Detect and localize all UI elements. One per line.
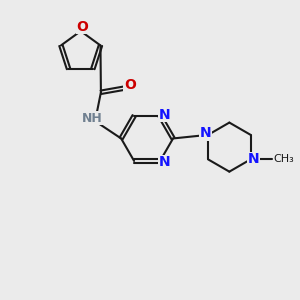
Text: N: N: [248, 152, 259, 167]
Text: N: N: [159, 155, 170, 170]
Text: N: N: [200, 126, 211, 140]
Text: NH: NH: [82, 112, 103, 125]
Text: CH₃: CH₃: [274, 154, 294, 164]
Text: N: N: [159, 107, 170, 122]
Text: O: O: [124, 78, 136, 92]
Text: O: O: [76, 20, 88, 34]
